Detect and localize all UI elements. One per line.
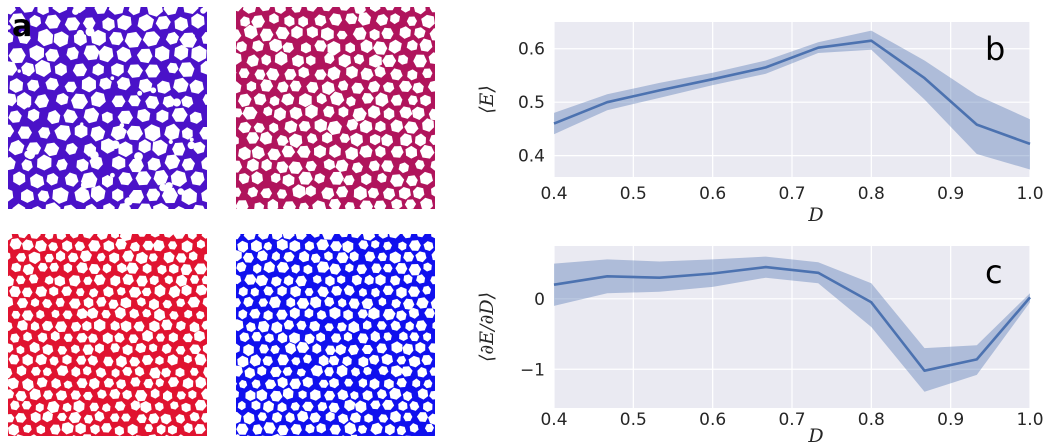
panel-label-b: b <box>985 30 1005 68</box>
x-tick-label: 0.5 <box>620 410 647 430</box>
y-tick-label: −1 <box>520 360 545 380</box>
y-tick-label: 0.6 <box>518 40 545 60</box>
foam-image-blue <box>236 234 435 436</box>
y-tick-label: 0.4 <box>518 147 545 167</box>
x-tick-label: 0.6 <box>699 184 726 204</box>
y-tick-label: 0 <box>534 290 545 310</box>
x-axis-label: D <box>807 204 823 226</box>
y-axis-label: ⟨E⟩ <box>476 85 498 114</box>
x-axis-label: D <box>807 425 823 444</box>
x-tick-label: 0.8 <box>858 410 885 430</box>
foam-image-magenta <box>236 7 435 209</box>
x-tick-label: 0.6 <box>699 410 726 430</box>
panel-label-c: c <box>985 253 1003 291</box>
x-tick-label: 0.5 <box>620 184 647 204</box>
chart-panel-c: 0.4 0.5 0.6 0.7 0.8 0.9 1.0 −1 0 D ⟨∂E/∂D⟩ c <box>476 246 1044 444</box>
y-axis-label: ⟨∂E/∂D⟩ <box>476 292 498 362</box>
x-tick-label: 0.4 <box>540 184 567 204</box>
confidence-band <box>554 256 1030 392</box>
confidence-band <box>554 30 1030 170</box>
foam-image-red <box>8 234 207 436</box>
series-line <box>553 265 1031 372</box>
chart-panel-b: 0.4 0.5 0.6 0.7 0.8 0.9 1.0 0.4 0.5 0.6 D ⟨E⟩ b <box>476 22 1044 226</box>
x-tick-label: 1.0 <box>1016 410 1043 430</box>
x-tick-label: 0.9 <box>937 184 964 204</box>
series-line <box>553 39 1031 146</box>
foam-image-purple <box>8 7 207 209</box>
x-tick-label: 0.9 <box>937 410 964 430</box>
panel-label-a: a <box>12 9 33 44</box>
y-tick-label: 0.5 <box>518 93 545 113</box>
x-tick-label: 0.4 <box>540 410 567 430</box>
x-tick-label: 0.8 <box>858 184 885 204</box>
x-tick-label: 0.7 <box>778 184 805 204</box>
x-tick-label: 1.0 <box>1016 184 1043 204</box>
x-tick-label: 0.7 <box>778 410 805 430</box>
